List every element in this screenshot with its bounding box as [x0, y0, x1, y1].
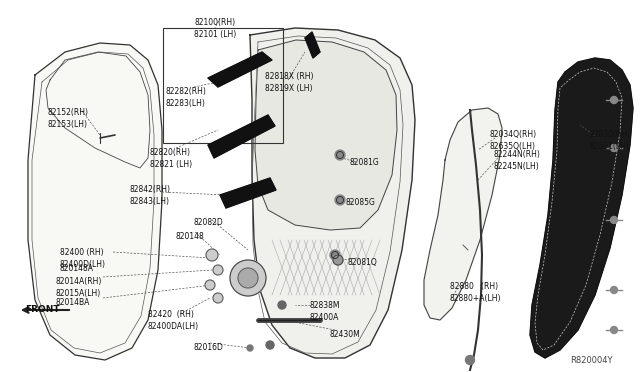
Polygon shape — [208, 115, 275, 158]
Circle shape — [333, 255, 343, 265]
Text: 82842(RH)
82843(LH): 82842(RH) 82843(LH) — [130, 185, 171, 206]
Text: 82282(RH)
82283(LH): 82282(RH) 82283(LH) — [165, 87, 206, 108]
Bar — [163, 28, 283, 143]
Polygon shape — [530, 58, 633, 358]
Text: 820148: 820148 — [175, 232, 204, 241]
Text: 82016D: 82016D — [193, 343, 223, 352]
Circle shape — [213, 265, 223, 275]
Polygon shape — [208, 52, 272, 87]
Polygon shape — [424, 108, 502, 320]
Circle shape — [230, 260, 266, 296]
Circle shape — [247, 345, 253, 351]
Text: 82818X (RH)
82819X (LH): 82818X (RH) 82819X (LH) — [265, 72, 314, 93]
Circle shape — [335, 195, 345, 205]
Text: 82014BA: 82014BA — [55, 298, 90, 307]
Text: R820004Y: R820004Y — [570, 356, 612, 365]
Circle shape — [611, 286, 618, 294]
Polygon shape — [250, 28, 415, 358]
Text: 82430M: 82430M — [330, 330, 361, 339]
Text: 82034Q(RH)
82635Q(LH): 82034Q(RH) 82635Q(LH) — [490, 130, 537, 151]
Polygon shape — [305, 32, 320, 58]
Text: 82420  (RH)
82400DA(LH): 82420 (RH) 82400DA(LH) — [148, 310, 199, 331]
Circle shape — [213, 293, 223, 303]
Circle shape — [330, 250, 340, 260]
Polygon shape — [28, 43, 162, 360]
Text: 82014A(RH)
82015A(LH): 82014A(RH) 82015A(LH) — [55, 277, 101, 298]
Text: 82081Q: 82081Q — [348, 258, 378, 267]
Text: 82400 (RH)
82400D(LH): 82400 (RH) 82400D(LH) — [60, 248, 106, 269]
Text: 82081G: 82081G — [350, 158, 380, 167]
Circle shape — [278, 301, 286, 309]
Text: 82082D: 82082D — [193, 218, 223, 227]
Circle shape — [266, 341, 274, 349]
Text: 82820(RH)
82821 (LH): 82820(RH) 82821 (LH) — [150, 148, 192, 169]
Text: 82152(RH)
82153(LH): 82152(RH) 82153(LH) — [48, 108, 89, 129]
Text: 82830(RH)
82831(LH): 82830(RH) 82831(LH) — [590, 130, 631, 151]
Circle shape — [465, 356, 474, 365]
Text: 82100(RH)
82101 (LH): 82100(RH) 82101 (LH) — [194, 18, 236, 39]
Circle shape — [611, 217, 618, 224]
Text: 82880   (RH)
82880+A(LH): 82880 (RH) 82880+A(LH) — [450, 282, 502, 303]
Circle shape — [205, 280, 215, 290]
Circle shape — [335, 150, 345, 160]
Circle shape — [206, 249, 218, 261]
Polygon shape — [220, 178, 276, 208]
Text: FRONT: FRONT — [25, 305, 60, 314]
Text: 820148A: 820148A — [60, 264, 94, 273]
Text: 82085G: 82085G — [345, 198, 375, 207]
Text: 82244N(RH)
82245N(LH): 82244N(RH) 82245N(LH) — [493, 150, 540, 171]
Circle shape — [611, 144, 618, 151]
Polygon shape — [255, 40, 397, 230]
Circle shape — [611, 327, 618, 334]
Text: 82838M
82400A: 82838M 82400A — [310, 301, 340, 322]
Circle shape — [238, 268, 258, 288]
Circle shape — [611, 96, 618, 103]
